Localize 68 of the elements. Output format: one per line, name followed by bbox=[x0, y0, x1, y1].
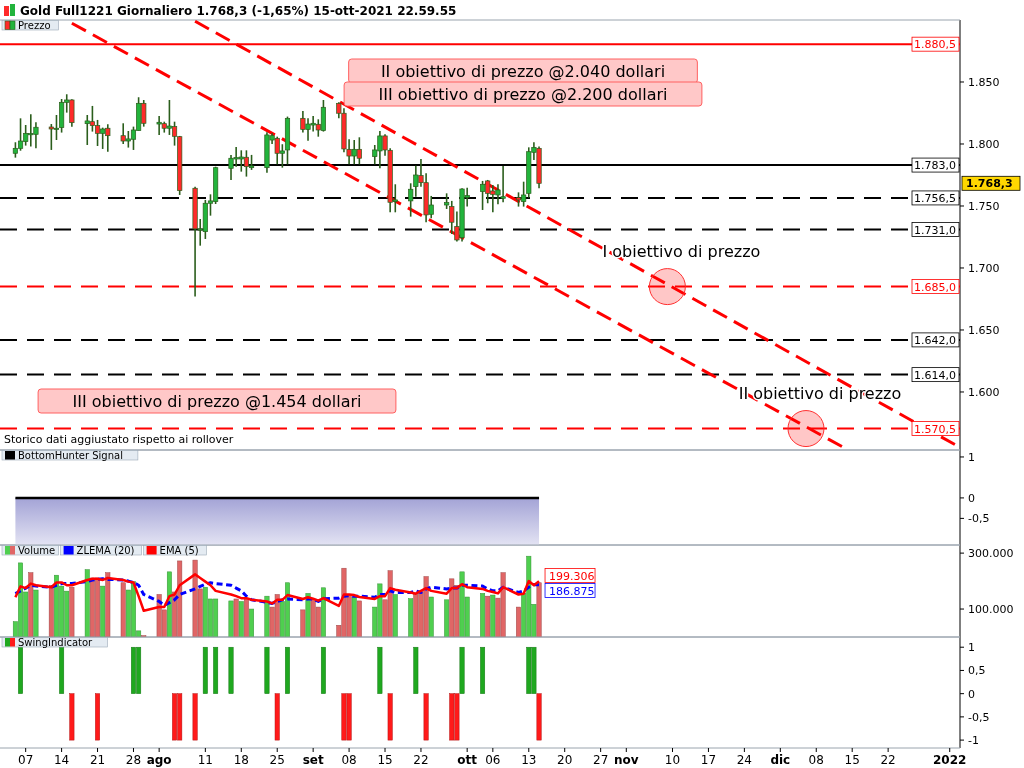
x-tick-label: 17 bbox=[700, 753, 717, 767]
y-tick-label: -0,5 bbox=[968, 710, 990, 724]
data-label: 199.306 bbox=[549, 569, 595, 583]
chart-title: Gold Full1221 Giornaliero 1.768,3 (-1,65%) 15-ott-2021 22.59.55 bbox=[20, 4, 457, 18]
x-tick-label: 15 bbox=[377, 753, 393, 767]
y-tick-label: 1.650 bbox=[968, 323, 1000, 337]
x-tick-label: dic bbox=[770, 753, 791, 767]
annotation: III obiettivo di prezzo @2.200 dollari bbox=[378, 85, 668, 104]
legend-label: EMA (5) bbox=[159, 544, 199, 556]
y-tick-label: 1.700 bbox=[968, 261, 1000, 275]
annotation: Storico dati aggiustato rispetto ai rollover bbox=[4, 433, 234, 446]
x-tick-label: 21 bbox=[89, 753, 106, 767]
x-tick-label: 08 bbox=[341, 753, 357, 767]
x-tick-label: 13 bbox=[521, 753, 537, 767]
x-tick-label: 11 bbox=[197, 753, 213, 767]
x-tick-label: 07 bbox=[18, 753, 34, 767]
x-tick-label: 08 bbox=[808, 753, 824, 767]
x-tick-label: 2022 bbox=[933, 753, 967, 767]
x-tick-label: 22 bbox=[413, 753, 429, 767]
x-tick-label: 15 bbox=[844, 753, 860, 767]
x-tick-label: 18 bbox=[233, 753, 249, 767]
annotation: I obiettivo di prezzo bbox=[602, 241, 761, 261]
legend-label: Prezzo bbox=[18, 19, 51, 31]
x-tick-label: 28 bbox=[125, 753, 142, 767]
y-tick-label: 1.750 bbox=[968, 199, 1000, 213]
y-tick-label: 0 bbox=[968, 491, 975, 505]
ref-line-label: 1.880,5 bbox=[914, 38, 956, 52]
x-tick-label: 14 bbox=[53, 753, 70, 767]
x-tick-label: set bbox=[302, 753, 324, 767]
y-tick-label: 0,5 bbox=[968, 664, 986, 678]
legend-label: ZLEMA (20) bbox=[76, 544, 135, 556]
y-tick-label: 1.850 bbox=[968, 76, 1000, 89]
x-tick-label: 27 bbox=[593, 753, 609, 767]
text: 1.768,3 bbox=[966, 177, 1013, 191]
x-tick-label: nov bbox=[614, 753, 639, 767]
legend-label: BottomHunter Signal bbox=[18, 449, 123, 461]
legend-label: Volume bbox=[18, 544, 56, 556]
y-tick-label: -1 bbox=[968, 734, 979, 748]
x-tick-label: ago bbox=[146, 753, 172, 767]
callout-box: III obiettivo di prezzo @1.454 dollari bbox=[37, 388, 397, 414]
data-label: 186.875 bbox=[549, 584, 595, 598]
x-tick-label: 10 bbox=[664, 753, 681, 767]
y-tick-label: 0 bbox=[968, 687, 975, 701]
legend-label: SwingIndicator bbox=[18, 636, 94, 648]
annotation: II obiettivo di prezzo @2.040 dollari bbox=[380, 62, 666, 81]
x-tick-label: 20 bbox=[557, 753, 573, 767]
y-tick-label: 100.000 bbox=[968, 603, 1014, 617]
y-tick-label: 1.800 bbox=[968, 137, 1000, 151]
ref-line-label: 1.783,0 bbox=[914, 159, 956, 173]
callout-box: III obiettivo di prezzo @2.200 dollari bbox=[343, 81, 703, 107]
ref-line-label: 1.731,0 bbox=[914, 223, 956, 237]
ref-line-label: 1.570,5 bbox=[914, 422, 956, 436]
x-tick-label: 24 bbox=[736, 753, 753, 767]
annotation: III obiettivo di prezzo @1.454 dollari bbox=[72, 392, 362, 411]
ref-line-label: 1.642,0 bbox=[914, 333, 956, 347]
x-tick-label: 22 bbox=[880, 753, 896, 767]
y-tick-label: 1.600 bbox=[968, 385, 1000, 399]
y-tick-label: 1 bbox=[968, 450, 975, 464]
ref-line-label: 1.614,0 bbox=[914, 368, 956, 382]
ref-line-label: 1.685,0 bbox=[914, 280, 956, 294]
ref-line-label: 1.756,5 bbox=[914, 191, 956, 205]
callout-box: II obiettivo di prezzo @2.040 dollari bbox=[348, 58, 698, 84]
x-tick-label: 06 bbox=[485, 753, 501, 767]
x-tick-label: 25 bbox=[269, 753, 285, 767]
y-tick-label: -0,5 bbox=[968, 512, 990, 526]
y-tick-label: 300.000 bbox=[968, 547, 1014, 561]
y-tick-label: 1 bbox=[968, 641, 975, 655]
x-tick-label: ott bbox=[457, 753, 478, 767]
